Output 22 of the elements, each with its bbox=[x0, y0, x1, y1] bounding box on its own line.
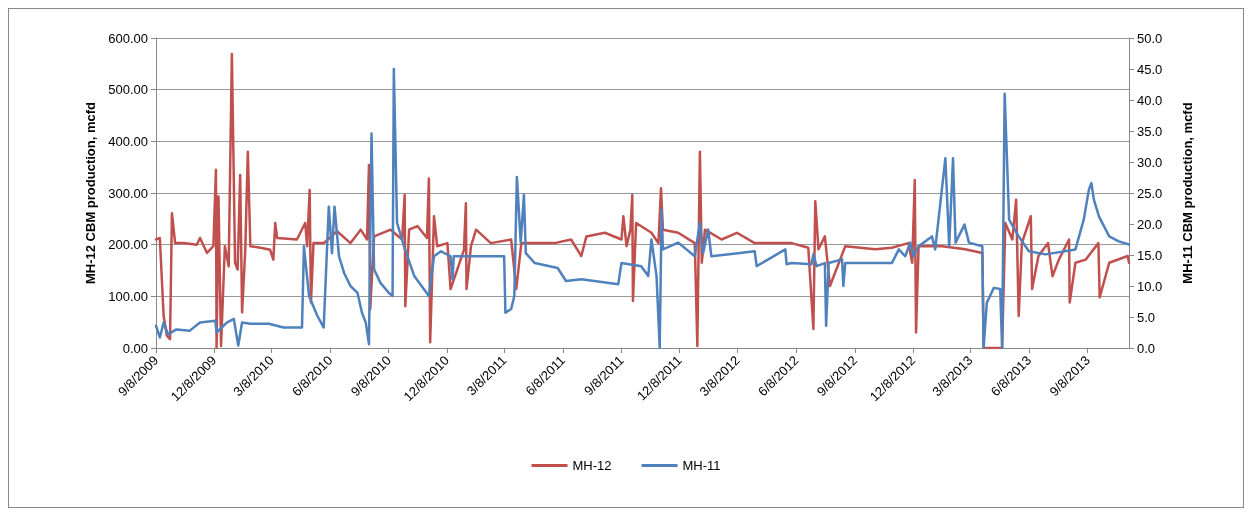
legend-label: MH-12 bbox=[572, 458, 612, 473]
y-tick-label: 100.00 bbox=[108, 288, 148, 304]
y2-tick-label: 20.0 bbox=[1137, 216, 1163, 232]
y-tick-label: 200.00 bbox=[108, 237, 148, 253]
y2-tick-label: 0.0 bbox=[1137, 340, 1156, 356]
y2-tick-label: 50.0 bbox=[1137, 30, 1163, 46]
y2-tick-label: 5.0 bbox=[1137, 309, 1156, 325]
y-axis-title: MH-12 CBM production, mcfd bbox=[83, 101, 99, 284]
y2-tick-label: 25.0 bbox=[1137, 185, 1163, 201]
y2-tick-label: 40.0 bbox=[1137, 92, 1163, 108]
y2-tick-label: 15.0 bbox=[1137, 247, 1163, 263]
y2-tick-label: 10.0 bbox=[1137, 278, 1163, 294]
y-tick-label: 500.00 bbox=[108, 82, 148, 98]
y-tick-label: 0.00 bbox=[122, 340, 148, 356]
y2-axis-title: MH-11 CBM production, mcfd bbox=[1180, 102, 1195, 284]
y-tick-label: 400.00 bbox=[108, 133, 148, 149]
legend-label: MH-11 bbox=[682, 458, 721, 473]
y2-tick-label: 45.0 bbox=[1137, 61, 1163, 77]
y-tick-label: 300.00 bbox=[108, 185, 148, 201]
y2-tick-label: 30.0 bbox=[1137, 154, 1163, 170]
y2-tick-label: 35.0 bbox=[1137, 123, 1163, 139]
y-tick-label: 600.00 bbox=[108, 30, 148, 46]
